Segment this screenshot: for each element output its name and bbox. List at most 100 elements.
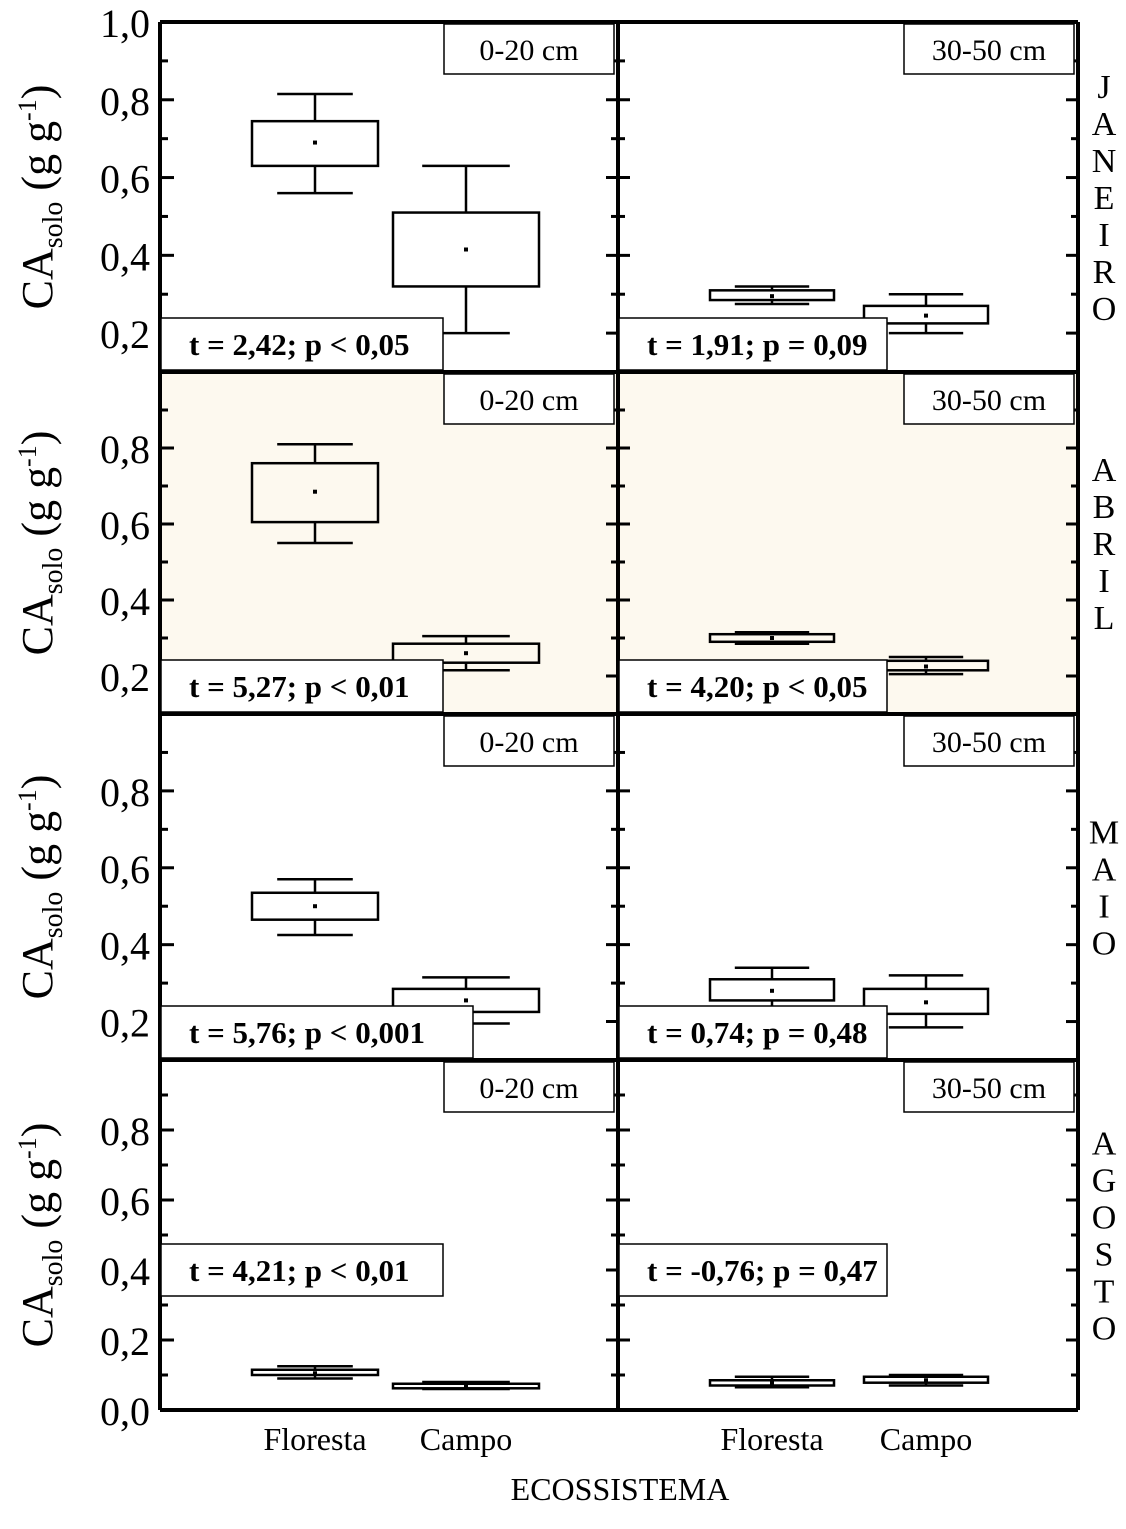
- y-tick-label: 0,6: [100, 1179, 150, 1224]
- depth-label-box: [443, 1061, 615, 1113]
- box-body: [708, 289, 836, 302]
- y-tick-label: 0,8: [100, 770, 150, 815]
- month-letter: T: [1094, 1274, 1115, 1311]
- x-category-label: Floresta: [263, 1421, 366, 1457]
- depth-label: 0-20 cm: [479, 34, 578, 67]
- y-tick-label: 0,6: [100, 847, 150, 892]
- box-campo: [391, 164, 541, 335]
- month-letter: A: [1092, 106, 1117, 143]
- month-letter: S: [1095, 1237, 1114, 1274]
- box-body: [391, 642, 541, 664]
- box-campo: [391, 1380, 541, 1391]
- box-floresta: [250, 442, 380, 545]
- mean-marker: [924, 664, 928, 669]
- month-letter: M: [1089, 815, 1119, 852]
- box-floresta: [250, 878, 380, 937]
- mean-marker: [313, 1371, 317, 1376]
- month-letter: R: [1093, 526, 1116, 563]
- y-tick-label: 0,4: [100, 234, 150, 279]
- box-floresta: [708, 631, 836, 645]
- stat-label: t = 0,74; p = 0,48: [647, 1015, 867, 1050]
- month-letter: B: [1093, 489, 1116, 526]
- box-campo: [862, 1373, 990, 1387]
- box-body: [391, 211, 541, 288]
- month-letter: O: [1092, 926, 1117, 963]
- month-letter: N: [1092, 143, 1117, 180]
- mean-marker: [924, 1000, 928, 1005]
- y-tick-label: 0,8: [100, 427, 150, 472]
- box-campo: [862, 974, 990, 1029]
- box-floresta: [708, 1375, 836, 1389]
- stat-box: [618, 317, 888, 371]
- box-body: [250, 119, 380, 168]
- depth-label-box: [903, 715, 1075, 767]
- y-tick-label: 0,2: [100, 1001, 150, 1046]
- mean-marker: [313, 140, 317, 145]
- box-campo: [862, 292, 990, 335]
- mean-marker: [464, 247, 468, 252]
- x-category-label: Floresta: [720, 1421, 823, 1457]
- y-axis-title: CAsolo (g g-1): [13, 431, 69, 656]
- x-category-label: Campo: [420, 1421, 512, 1457]
- stat-box: [618, 659, 888, 713]
- y-tick-label: 0,2: [100, 312, 150, 357]
- month-letter: A: [1092, 1126, 1117, 1163]
- month-letter: E: [1094, 180, 1115, 217]
- y-tick-label: 1,0: [100, 1, 150, 46]
- y-axis-title: CAsolo (g g-1): [13, 85, 69, 310]
- depth-label: 0-20 cm: [479, 726, 578, 759]
- y-tick-label: 0,6: [100, 157, 150, 202]
- month-letter: O: [1092, 1200, 1117, 1237]
- y-tick-label: 0,4: [100, 1249, 150, 1294]
- mean-marker: [770, 988, 774, 993]
- stat-label: t = 5,76; p < 0,001: [189, 1015, 425, 1050]
- depth-label-box: [443, 715, 615, 767]
- month-letter: I: [1098, 217, 1109, 254]
- stat-label: t = 4,21; p < 0,01: [189, 1253, 409, 1288]
- y-tick-label: 0,8: [100, 79, 150, 124]
- y-tick-label: 0,4: [100, 579, 150, 624]
- y-tick-label: 0,4: [100, 924, 150, 969]
- month-letter: J: [1097, 69, 1110, 106]
- box-floresta: [708, 285, 836, 306]
- frame-layer: [158, 20, 1080, 1412]
- depth-label: 30-50 cm: [932, 34, 1046, 67]
- month-letter: O: [1092, 1311, 1117, 1348]
- y-axis-title: CAsolo (g g-1): [13, 1123, 69, 1348]
- depth-label-box: [443, 23, 615, 75]
- stat-label: t = 5,27; p < 0,01: [189, 669, 409, 704]
- stat-box: [618, 1005, 888, 1059]
- mean-marker: [924, 313, 928, 318]
- y-tick-label: 0,0: [100, 1389, 150, 1434]
- stat-label: t = -0,76; p = 0,47: [647, 1253, 878, 1288]
- y-tick-label: 0,2: [100, 655, 150, 700]
- box-floresta: [250, 92, 380, 195]
- depth-label: 0-20 cm: [479, 384, 578, 417]
- month-letter: O: [1092, 291, 1117, 328]
- y-tick-label: 0,6: [100, 503, 150, 548]
- month-letter: A: [1092, 852, 1117, 889]
- y-tick-label: 0,2: [100, 1319, 150, 1364]
- box-body: [862, 1375, 990, 1384]
- month-letter: R: [1093, 254, 1116, 291]
- box-body: [862, 987, 990, 1016]
- depth-label: 30-50 cm: [932, 726, 1046, 759]
- month-letter: I: [1098, 889, 1109, 926]
- mean-marker: [770, 294, 774, 299]
- stat-box: [160, 1005, 474, 1059]
- box-body: [708, 1379, 836, 1387]
- mean-marker: [464, 651, 468, 656]
- depth-label: 0-20 cm: [479, 1072, 578, 1105]
- month-letter: A: [1092, 452, 1117, 489]
- box-floresta: [250, 1365, 380, 1380]
- mean-marker: [924, 1378, 928, 1383]
- box-body: [708, 632, 836, 644]
- box-body: [250, 891, 380, 921]
- mean-marker: [770, 1380, 774, 1385]
- box-body: [250, 461, 380, 524]
